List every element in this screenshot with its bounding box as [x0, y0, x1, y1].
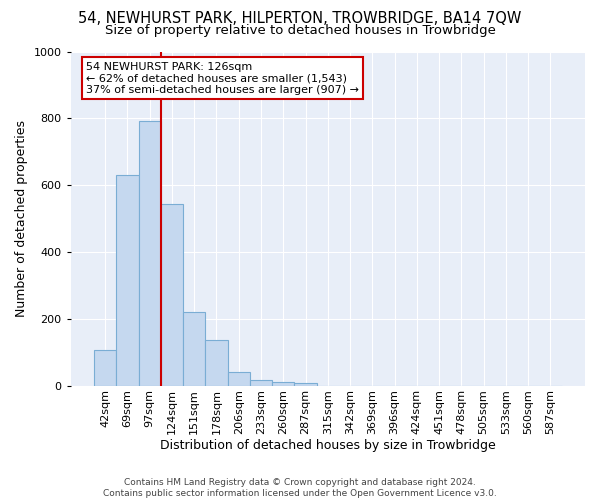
Bar	[116, 176, 139, 386]
Bar	[183, 312, 205, 386]
Bar	[272, 382, 295, 386]
Bar	[139, 121, 161, 386]
Y-axis label: Number of detached properties: Number of detached properties	[15, 120, 28, 318]
Bar	[205, 340, 227, 386]
Bar	[227, 372, 250, 386]
Bar	[295, 382, 317, 386]
Text: 54, NEWHURST PARK, HILPERTON, TROWBRIDGE, BA14 7QW: 54, NEWHURST PARK, HILPERTON, TROWBRIDGE…	[79, 11, 521, 26]
Bar	[250, 380, 272, 386]
Text: Size of property relative to detached houses in Trowbridge: Size of property relative to detached ho…	[104, 24, 496, 37]
Bar	[161, 204, 183, 386]
Text: Contains HM Land Registry data © Crown copyright and database right 2024.
Contai: Contains HM Land Registry data © Crown c…	[103, 478, 497, 498]
Bar	[94, 350, 116, 386]
X-axis label: Distribution of detached houses by size in Trowbridge: Distribution of detached houses by size …	[160, 440, 496, 452]
Text: 54 NEWHURST PARK: 126sqm
← 62% of detached houses are smaller (1,543)
37% of sem: 54 NEWHURST PARK: 126sqm ← 62% of detach…	[86, 62, 359, 94]
